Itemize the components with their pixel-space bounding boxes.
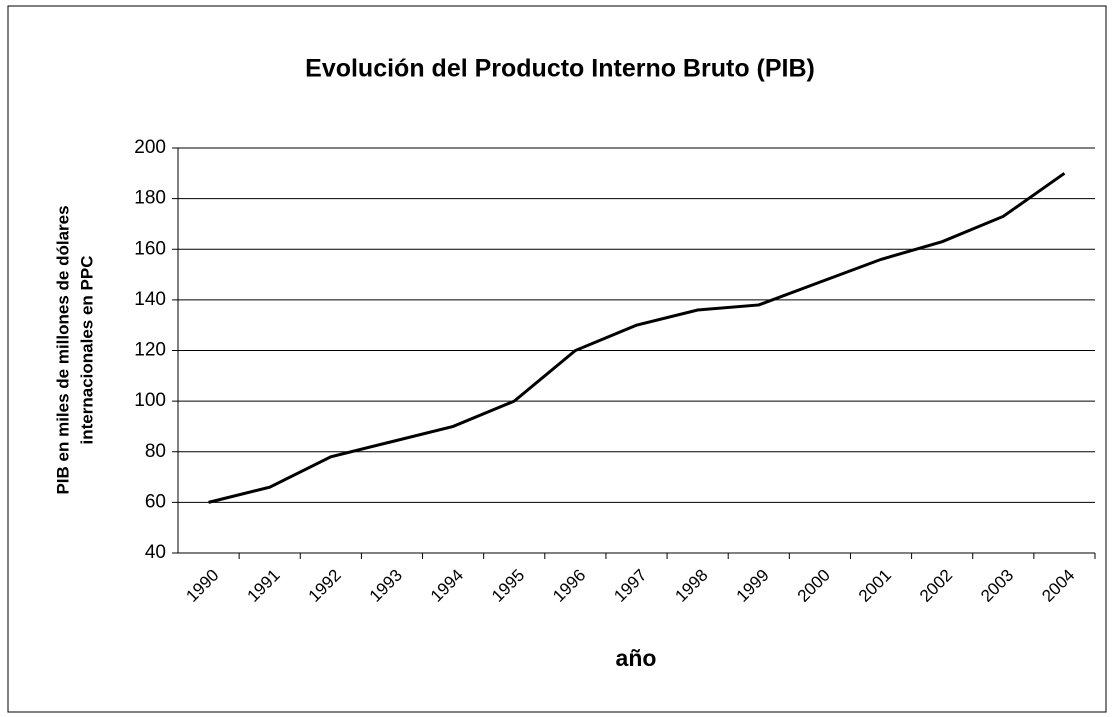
line-series: [208, 172, 1066, 504]
x-tick-label: 1992: [305, 566, 345, 606]
y-axis-label: PIB en miles de millones de dólares: [53, 205, 72, 494]
x-tick-label: 1997: [610, 566, 650, 606]
x-tick-label: 1991: [244, 566, 284, 606]
y-tick-label: 160: [134, 238, 166, 259]
y-tick-label: 100: [134, 390, 166, 411]
x-tick-label: 2004: [1038, 566, 1078, 606]
y-tick-label: 140: [134, 289, 166, 310]
y-tick-label: 60: [145, 491, 166, 512]
x-tick-label: 2002: [916, 566, 956, 606]
y-tick-label: 200: [134, 137, 166, 158]
chart-title: Evolución del Producto Interno Bruto (PI…: [305, 55, 815, 83]
y-tick-label: 80: [145, 441, 166, 462]
x-tick-label: 1990: [182, 566, 222, 606]
y-tick-label: 40: [145, 542, 166, 563]
x-tick-label: 2001: [855, 566, 895, 606]
x-tick-label: 1999: [733, 566, 773, 606]
x-tick-label: 1993: [366, 566, 406, 606]
y-axis-label: internacionales en PPC: [77, 256, 96, 445]
x-tick-label: 1995: [488, 566, 528, 606]
x-axis-label: año: [616, 645, 657, 671]
x-tick-label: 1998: [671, 566, 711, 606]
x-tick-label: 2003: [977, 566, 1017, 606]
x-tick-label: 1996: [549, 566, 589, 606]
frame: [7, 5, 1107, 713]
y-tick-label: 120: [134, 340, 166, 361]
x-tick-label: 1994: [427, 566, 467, 606]
y-tick-label: 180: [134, 188, 166, 209]
x-tick-label: 2000: [794, 566, 834, 606]
